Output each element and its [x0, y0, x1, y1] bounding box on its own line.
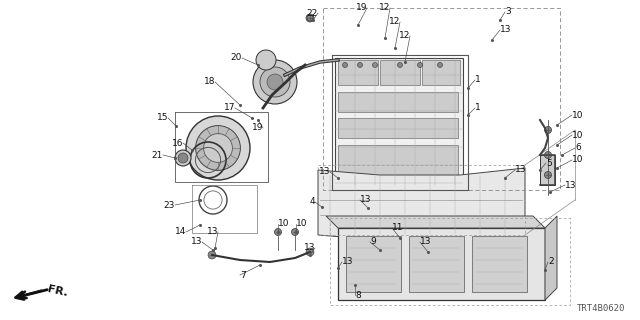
Text: 13: 13 [342, 258, 353, 267]
Text: 13: 13 [515, 165, 527, 174]
Text: 10: 10 [572, 131, 584, 140]
Circle shape [178, 153, 188, 163]
Text: 10: 10 [572, 110, 584, 119]
Circle shape [545, 172, 552, 179]
Circle shape [342, 62, 348, 68]
Text: 13: 13 [500, 26, 511, 35]
Circle shape [307, 15, 313, 21]
Circle shape [545, 151, 552, 158]
Text: 10: 10 [278, 220, 289, 228]
Bar [540, 155, 555, 185]
Text: 10: 10 [572, 156, 584, 164]
Text: 13: 13 [360, 196, 371, 204]
Polygon shape [326, 216, 545, 228]
Text: 22: 22 [307, 9, 318, 18]
Bar [338, 145, 458, 175]
Text: 3: 3 [505, 7, 511, 17]
Text: 8: 8 [355, 291, 361, 300]
Bar [472, 236, 527, 292]
Bar [338, 180, 458, 188]
Text: 1: 1 [475, 76, 481, 84]
Text: 17: 17 [223, 103, 235, 113]
Bar [338, 228, 545, 300]
Text: 19: 19 [252, 124, 263, 132]
Text: 19: 19 [355, 4, 367, 12]
Circle shape [256, 50, 276, 70]
Circle shape [253, 60, 297, 104]
Circle shape [267, 74, 283, 90]
Bar [335, 58, 463, 185]
Text: 10: 10 [296, 220, 307, 228]
Bar [422, 60, 460, 85]
Circle shape [358, 62, 362, 68]
Circle shape [186, 116, 250, 180]
Text: 5: 5 [546, 158, 552, 167]
Text: 6: 6 [575, 143, 580, 153]
Text: FR.: FR. [47, 284, 69, 298]
Circle shape [291, 228, 298, 236]
Circle shape [208, 251, 216, 259]
Text: 23: 23 [164, 201, 175, 210]
Text: 14: 14 [175, 228, 186, 236]
Circle shape [306, 248, 314, 256]
Text: 13: 13 [565, 180, 577, 189]
Text: 13: 13 [191, 237, 202, 246]
Text: 12: 12 [379, 4, 390, 12]
Text: 16: 16 [172, 139, 183, 148]
Text: 1: 1 [475, 103, 481, 113]
Text: 7: 7 [240, 270, 246, 279]
Polygon shape [545, 216, 557, 300]
Text: 21: 21 [152, 150, 163, 159]
Circle shape [372, 62, 378, 68]
Circle shape [260, 67, 290, 97]
Circle shape [204, 134, 232, 163]
Circle shape [306, 14, 314, 22]
Circle shape [545, 126, 552, 133]
Text: 4: 4 [309, 197, 315, 206]
Text: 12: 12 [388, 18, 400, 27]
Text: 13: 13 [207, 228, 218, 236]
Bar [338, 118, 458, 138]
Circle shape [438, 62, 442, 68]
Text: 13: 13 [319, 167, 330, 177]
Text: 13: 13 [303, 244, 315, 252]
Text: 20: 20 [230, 53, 242, 62]
Text: 15: 15 [157, 114, 168, 123]
Text: 2: 2 [548, 258, 554, 267]
Polygon shape [318, 168, 525, 240]
Bar [346, 236, 401, 292]
Circle shape [275, 228, 282, 236]
Bar [409, 236, 464, 292]
Text: 12: 12 [399, 31, 410, 41]
Bar [338, 60, 378, 85]
Circle shape [417, 62, 422, 68]
Bar [338, 92, 458, 112]
Text: 13: 13 [420, 237, 431, 246]
Text: 18: 18 [204, 77, 215, 86]
Text: TRT4B0620: TRT4B0620 [577, 304, 625, 313]
Text: 11: 11 [392, 223, 403, 233]
Text: 9: 9 [370, 237, 376, 246]
Circle shape [397, 62, 403, 68]
Bar [380, 60, 420, 85]
Circle shape [175, 150, 191, 166]
Circle shape [196, 125, 241, 170]
